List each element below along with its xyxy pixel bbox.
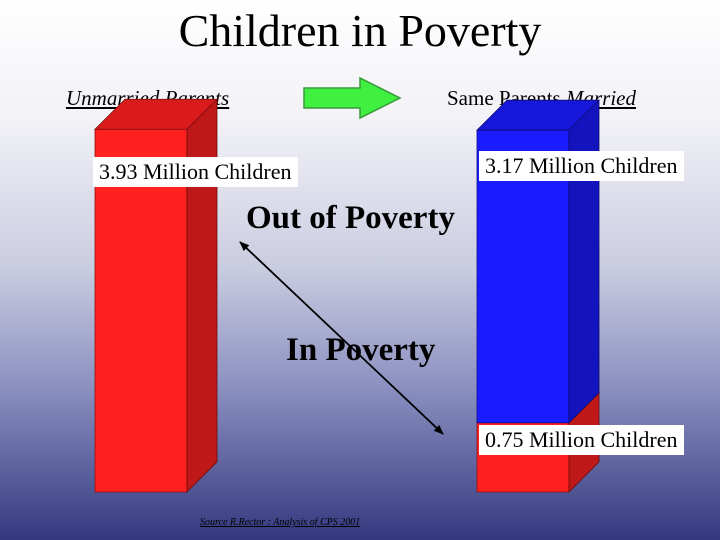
poverty-divider-arrow (239, 241, 444, 435)
bar-segment-1-1-top (476, 99, 600, 131)
bar-segment-0-0-top (94, 98, 218, 130)
source-note: Source R.Rector : Analysis of CPS 2001 (200, 517, 361, 528)
right-bottom-data-label: 0.75 Million Children (479, 425, 684, 455)
out-of-poverty-label: Out of Poverty (246, 200, 455, 236)
arrow-right-icon (303, 76, 402, 120)
bar-segment-1-1-side (568, 99, 600, 424)
in-poverty-label: In Poverty (286, 332, 436, 368)
right-top-data-label: 3.17 Million Children (479, 151, 684, 181)
left-bar-data-label: 3.93 Million Children (93, 157, 298, 187)
page-title: Children in Poverty (178, 5, 542, 56)
